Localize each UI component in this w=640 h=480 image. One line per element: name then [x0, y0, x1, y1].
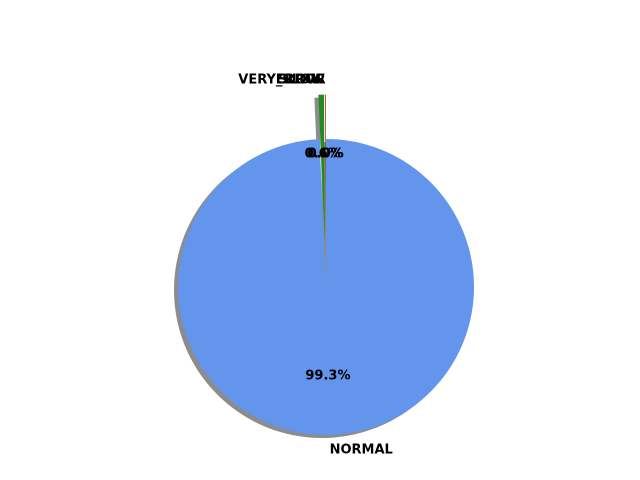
pie-slice-slow	[318, 94, 325, 243]
slice-pct-error: 0.0%	[308, 146, 344, 161]
slice-pct-normal: 99.3%	[305, 368, 350, 383]
pie-slice-very-slow	[324, 94, 326, 243]
slice-pct-slow: 0.6%	[305, 146, 341, 161]
slice-pct-very-slow: 0.0%	[307, 146, 343, 161]
slice-label-very-slow: VERY_SLOW	[238, 72, 325, 87]
pie-labels: NORMAL99.3%SLOW0.6%VERY_SLOW0.0%ERROR0.0…	[238, 72, 393, 457]
slice-label-slow: SLOW	[278, 72, 321, 87]
slice-label-error: ERROR	[276, 72, 326, 87]
pie-slice-normal	[178, 139, 475, 435]
pie-slices	[178, 94, 475, 435]
slice-label-normal: NORMAL	[330, 442, 393, 457]
